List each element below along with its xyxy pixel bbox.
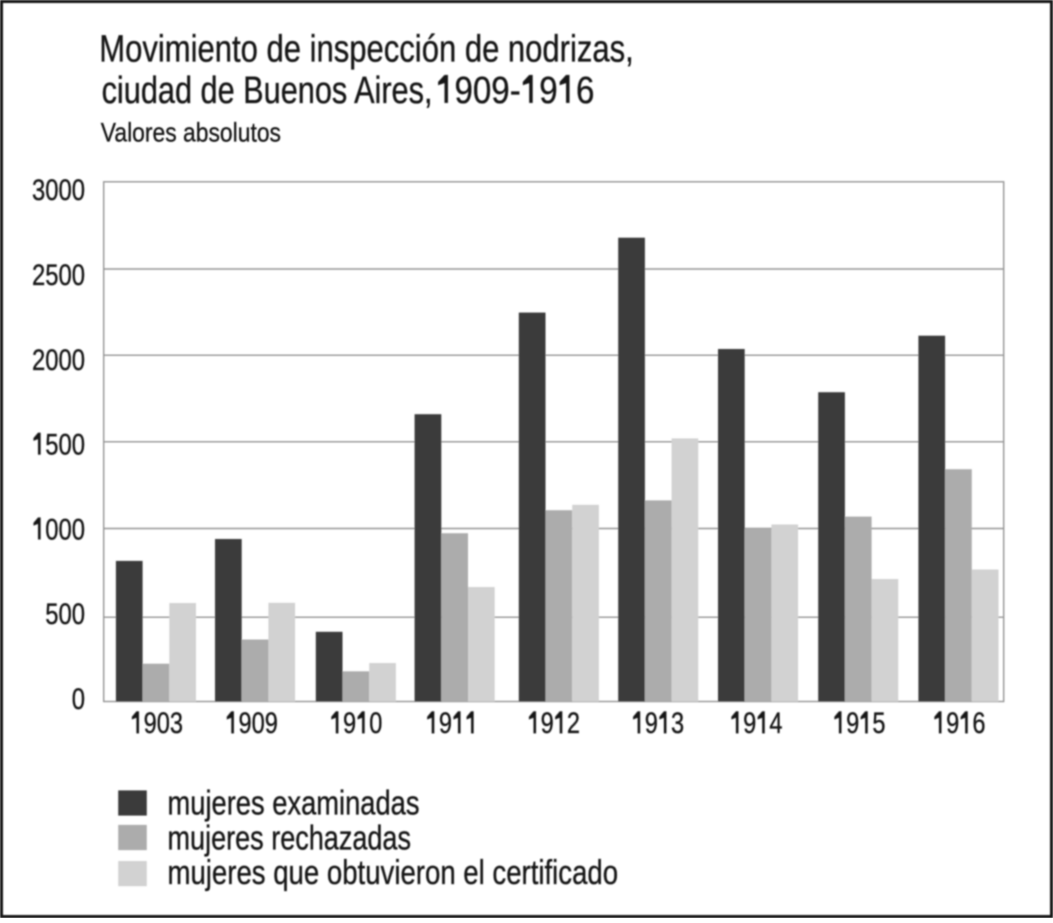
svg-text:3: 3: [671, 707, 684, 740]
svg-text:0: 0: [45, 344, 58, 377]
svg-text:0: 0: [72, 513, 85, 546]
svg-text:Movimiento de inspección de no: Movimiento de inspección de nodrizas,: [99, 28, 634, 70]
svg-text:0: 0: [72, 683, 85, 716]
svg-text:9: 9: [645, 707, 658, 740]
svg-text:9: 9: [946, 707, 959, 740]
svg-text:0: 0: [45, 174, 58, 207]
svg-text:9: 9: [541, 707, 554, 740]
svg-text:5: 5: [45, 259, 58, 292]
svg-text:9: 9: [846, 707, 859, 740]
svg-text:0: 0: [72, 259, 85, 292]
svg-text:Valores absolutos: Valores absolutos: [101, 117, 281, 147]
svg-text:0: 0: [59, 344, 72, 377]
svg-text:9: 9: [491, 70, 509, 112]
svg-text:0: 0: [45, 513, 58, 546]
svg-text:-: -: [510, 70, 521, 112]
svg-text:5: 5: [45, 429, 58, 462]
svg-text:0: 0: [369, 707, 382, 740]
svg-text:0: 0: [473, 70, 491, 112]
svg-text:0: 0: [59, 598, 72, 631]
svg-text:mujeres rechazadas: mujeres rechazadas: [168, 819, 412, 857]
svg-text:0: 0: [59, 174, 72, 207]
svg-text:9: 9: [238, 707, 251, 740]
svg-text:9: 9: [144, 707, 157, 740]
svg-text:mujeres que obtuvieron el cert: mujeres que obtuvieron el certificado: [168, 854, 619, 892]
svg-text:0: 0: [72, 344, 85, 377]
svg-text:4: 4: [769, 707, 782, 740]
svg-text:9: 9: [265, 707, 278, 740]
svg-text:9: 9: [343, 707, 356, 740]
svg-text:0: 0: [72, 174, 85, 207]
svg-text:mujeres examinadas: mujeres examinadas: [168, 784, 420, 822]
svg-text:6: 6: [576, 70, 594, 112]
svg-text:9: 9: [539, 70, 557, 112]
svg-text:3: 3: [170, 707, 183, 740]
svg-text:0: 0: [252, 707, 265, 740]
svg-text:0: 0: [72, 429, 85, 462]
svg-text:9: 9: [743, 707, 756, 740]
svg-text:0: 0: [59, 429, 72, 462]
svg-text:9: 9: [439, 707, 452, 740]
svg-text:0: 0: [157, 707, 170, 740]
svg-text:9: 9: [454, 70, 472, 112]
svg-text:3: 3: [32, 174, 45, 207]
svg-text:0: 0: [72, 598, 85, 631]
svg-text:0: 0: [59, 259, 72, 292]
svg-text:5: 5: [872, 707, 885, 740]
svg-text:0: 0: [59, 513, 72, 546]
svg-text:2: 2: [567, 707, 580, 740]
svg-text:2: 2: [32, 259, 45, 292]
svg-text:5: 5: [45, 598, 58, 631]
svg-text:2: 2: [32, 344, 45, 377]
svg-text:ciudad de Buenos Aires,: ciudad de Buenos Aires,: [102, 70, 433, 112]
svg-text:6: 6: [972, 707, 985, 740]
